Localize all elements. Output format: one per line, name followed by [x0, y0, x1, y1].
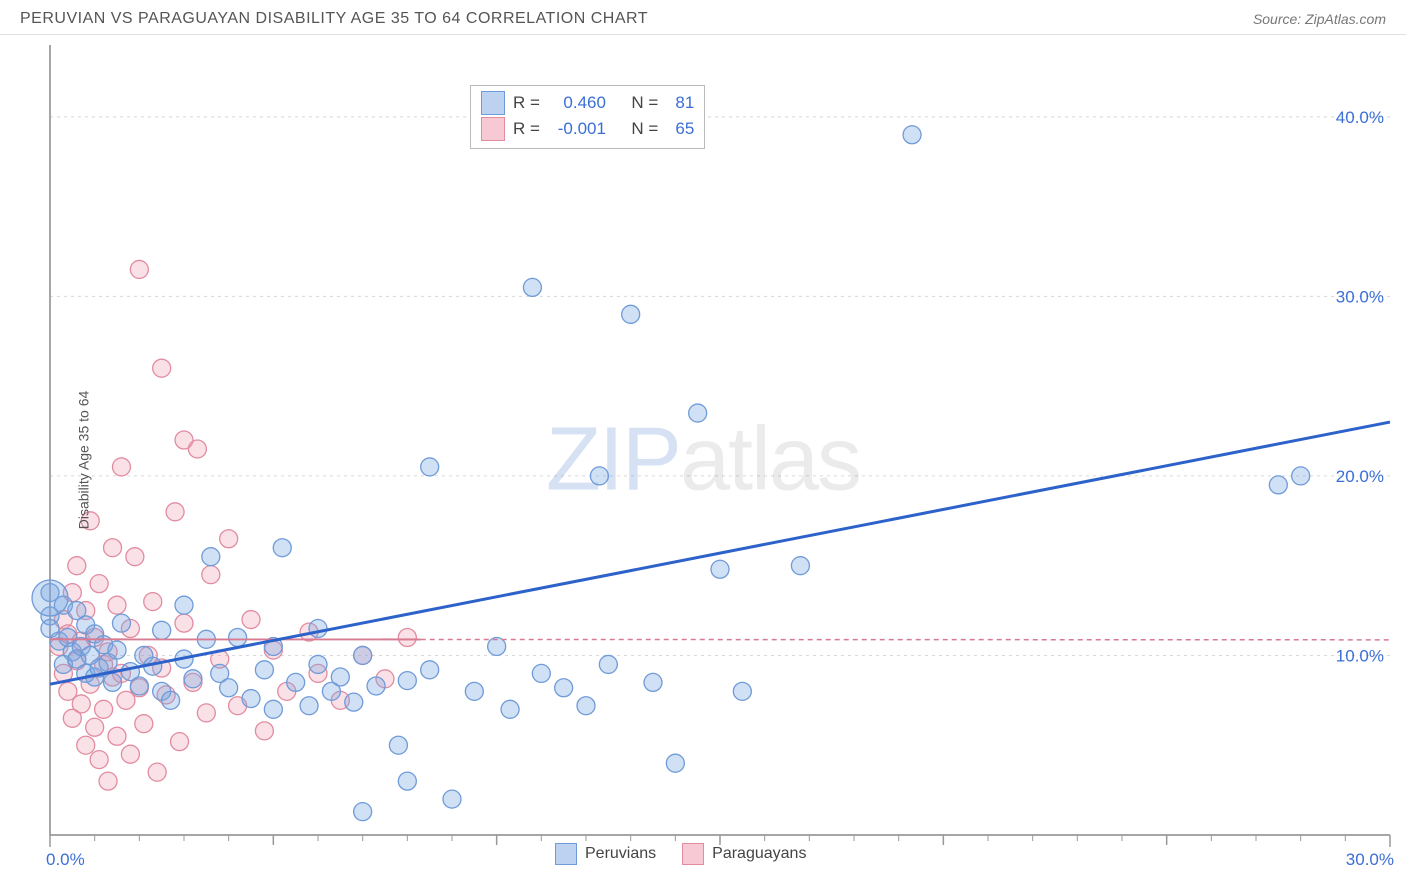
swatch-peruvians-icon — [555, 843, 577, 865]
correlation-legend-box: R = 0.460 N = 81 R = -0.001 N = 65 — [470, 85, 705, 149]
correlation-row-peruvians: R = 0.460 N = 81 — [481, 90, 694, 116]
swatch-paraguayans-icon — [682, 843, 704, 865]
correlation-row-paraguayans: R = -0.001 N = 65 — [481, 116, 694, 142]
svg-text:30.0%: 30.0% — [1346, 850, 1394, 869]
y-axis-label: Disability Age 35 to 64 — [75, 391, 91, 530]
svg-text:10.0%: 10.0% — [1336, 646, 1384, 665]
svg-text:30.0%: 30.0% — [1336, 287, 1384, 306]
svg-text:20.0%: 20.0% — [1336, 467, 1384, 486]
chart-title: PERUVIAN VS PARAGUAYAN DISABILITY AGE 35… — [20, 10, 648, 28]
scatter-plot-svg: 10.0% 20.0% 30.0% 40.0% 0.0% 30.0% — [0, 35, 1406, 875]
swatch-paraguayans-icon — [481, 117, 505, 141]
swatch-peruvians-icon — [481, 91, 505, 115]
chart-area: Disability Age 35 to 64 ZIPatlas 10.0%20… — [0, 35, 1406, 885]
legend-item-peruvians: Peruvians — [555, 843, 656, 865]
svg-text:0.0%: 0.0% — [46, 850, 85, 869]
source-attribution: Source: ZipAtlas.com — [1253, 11, 1386, 27]
series-legend: Peruvians Paraguayans — [555, 843, 806, 865]
legend-item-paraguayans: Paraguayans — [682, 843, 806, 865]
svg-text:40.0%: 40.0% — [1336, 108, 1384, 127]
